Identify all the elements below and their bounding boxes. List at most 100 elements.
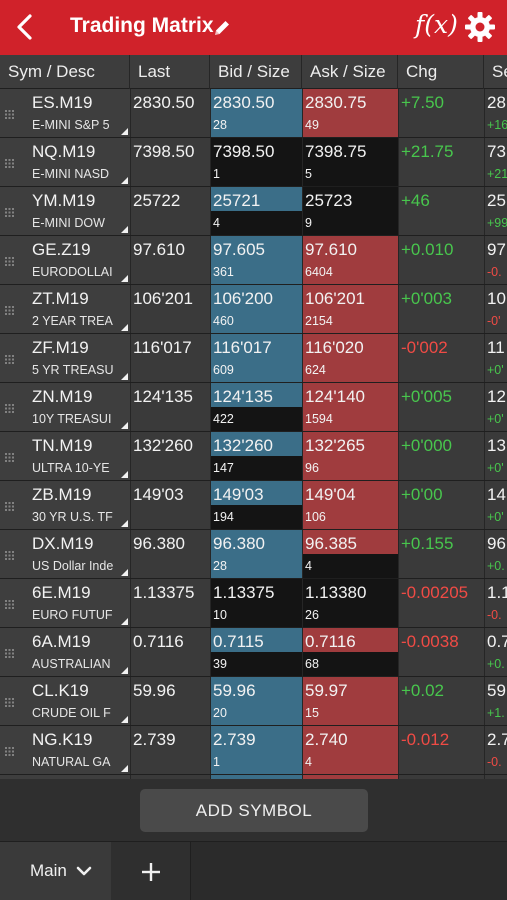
table-row[interactable]: ZN.M19 10Y TREASUI 124'135 124'135 422 124'14… <box>0 383 507 432</box>
bid-cell[interactable]: 106'200 460 <box>210 285 302 333</box>
column-chg[interactable]: Chg <box>398 55 484 89</box>
ask-cell[interactable]: 59.97 15 <box>302 677 398 725</box>
change-cell[interactable]: -0.012 <box>398 726 484 774</box>
ask-cell[interactable]: 149'04 106 <box>302 481 398 529</box>
last-cell[interactable]: 2830.50 <box>130 89 210 137</box>
symbol-cell[interactable]: GE.Z19 EURODOLLAI <box>0 236 130 284</box>
table-row[interactable]: CL.K19 CRUDE OIL F 59.96 59.96 20 59.97 15 +0.0… <box>0 677 507 726</box>
ask-cell[interactable]: 116'020 624 <box>302 334 398 382</box>
bid-cell[interactable] <box>210 775 302 779</box>
settle-cell[interactable]: 25 +99 <box>484 187 507 235</box>
bid-cell[interactable]: 116'017 609 <box>210 334 302 382</box>
settle-cell[interactable]: 28 +16 <box>484 89 507 137</box>
ask-cell[interactable]: 96.385 4 <box>302 530 398 578</box>
settle-cell[interactable]: 14 +0' <box>484 481 507 529</box>
drag-handle-icon[interactable] <box>5 551 14 560</box>
last-cell[interactable]: 149'03 <box>130 481 210 529</box>
last-cell[interactable]: 106'201 <box>130 285 210 333</box>
last-cell[interactable]: 132'260 <box>130 432 210 480</box>
symbol-cell[interactable]: YM.M19 E-MINI DOW <box>0 187 130 235</box>
settle-cell[interactable] <box>484 775 507 779</box>
ask-cell[interactable]: 97.610 6404 <box>302 236 398 284</box>
last-cell[interactable]: 7398.50 <box>130 138 210 186</box>
last-cell[interactable]: 0.7116 <box>130 628 210 676</box>
table-row[interactable]: ES.M19 E-MINI S&P 5 2830.50 2830.50 28 2830.7… <box>0 89 507 138</box>
table-row[interactable] <box>0 775 507 779</box>
bid-cell[interactable]: 97.605 361 <box>210 236 302 284</box>
change-cell[interactable]: +21.75 <box>398 138 484 186</box>
ask-cell[interactable]: 124'140 1594 <box>302 383 398 431</box>
settle-cell[interactable]: 1.1-0. <box>484 579 507 627</box>
bid-cell[interactable]: 149'03 194 <box>210 481 302 529</box>
change-cell[interactable]: -0'002 <box>398 334 484 382</box>
settle-cell[interactable]: 96 +0. <box>484 530 507 578</box>
symbol-cell[interactable]: DX.M19 US Dollar Inde <box>0 530 130 578</box>
ask-cell[interactable]: 132'265 96 <box>302 432 398 480</box>
gear-icon[interactable] <box>464 11 496 43</box>
symbol-cell[interactable]: TN.M19 ULTRA 10-YE <box>0 432 130 480</box>
bid-cell[interactable]: 25721 4 <box>210 187 302 235</box>
change-cell[interactable]: +0'003 <box>398 285 484 333</box>
table-row[interactable]: ZT.M19 2 YEAR TREA 106'201 106'200 460 106'20… <box>0 285 507 334</box>
settle-cell[interactable]: 13 +0' <box>484 432 507 480</box>
column-ask-size[interactable]: Ask / Size <box>302 55 398 89</box>
change-cell[interactable]: +0.155 <box>398 530 484 578</box>
bid-cell[interactable]: 132'260 147 <box>210 432 302 480</box>
last-cell[interactable]: 1.13375 <box>130 579 210 627</box>
last-cell[interactable]: 59.96 <box>130 677 210 725</box>
chevron-left-icon[interactable] <box>10 8 40 46</box>
fx-icon[interactable]: f(x) <box>415 10 458 39</box>
settle-cell[interactable]: 11 +0' <box>484 334 507 382</box>
drag-handle-icon[interactable] <box>5 453 14 462</box>
symbol-cell[interactable]: CL.K19 CRUDE OIL F <box>0 677 130 725</box>
table-row[interactable]: GE.Z19 EURODOLLAI 97.610 97.605 361 97.610 640… <box>0 236 507 285</box>
table-row[interactable]: TN.M19 ULTRA 10-YE 132'260 132'260 147 132'26… <box>0 432 507 481</box>
change-cell[interactable]: +46 <box>398 187 484 235</box>
table-row[interactable]: NQ.M19 E-MINI NASD 7398.50 7398.50 1 7398.75 5… <box>0 138 507 187</box>
change-cell[interactable]: +0.02 <box>398 677 484 725</box>
change-cell[interactable]: +0.010 <box>398 236 484 284</box>
add-tab-button[interactable] <box>111 842 191 900</box>
symbol-cell[interactable]: 6A.M19 AUSTRALIAN <box>0 628 130 676</box>
drag-handle-icon[interactable] <box>5 110 14 119</box>
column-settle[interactable]: Se <box>492 62 507 81</box>
chevron-down-icon[interactable] <box>76 863 92 879</box>
symbol-cell[interactable]: NQ.M19 E-MINI NASD <box>0 138 130 186</box>
table-row[interactable]: DX.M19 US Dollar Inde 96.380 96.380 28 96.385… <box>0 530 507 579</box>
settle-cell[interactable]: 2.7-0. <box>484 726 507 774</box>
drag-handle-icon[interactable] <box>5 159 14 168</box>
symbol-cell[interactable]: ZB.M19 30 YR U.S. TF <box>0 481 130 529</box>
symbol-cell[interactable]: ES.M19 E-MINI S&P 5 <box>0 89 130 137</box>
table-row[interactable]: 6A.M19 AUSTRALIAN 0.7116 0.7115 39 0.7116 68 -0… <box>0 628 507 677</box>
drag-handle-icon[interactable] <box>5 502 14 511</box>
last-cell[interactable]: 97.610 <box>130 236 210 284</box>
symbol-cell[interactable] <box>0 775 130 779</box>
ask-cell[interactable]: 25723 9 <box>302 187 398 235</box>
drag-handle-icon[interactable] <box>5 649 14 658</box>
settle-cell[interactable]: 12 +0' <box>484 383 507 431</box>
bid-cell[interactable]: 2.739 1 <box>210 726 302 774</box>
change-cell[interactable]: +7.50 <box>398 89 484 137</box>
symbol-cell[interactable]: 6E.M19 EURO FUTUF <box>0 579 130 627</box>
last-cell[interactable]: 25722 <box>130 187 210 235</box>
change-cell[interactable]: +0'00 <box>398 481 484 529</box>
settle-cell[interactable]: 73 +21 <box>484 138 507 186</box>
settle-cell[interactable]: 0.7+0. <box>484 628 507 676</box>
change-cell[interactable]: +0'005 <box>398 383 484 431</box>
ask-cell[interactable]: 7398.75 5 <box>302 138 398 186</box>
table-row[interactable]: ZF.M19 5 YR TREASU 116'017 116'017 609 116'02… <box>0 334 507 383</box>
column-bid-size[interactable]: Bid / Size <box>210 55 302 89</box>
table-row[interactable]: YM.M19 E-MINI DOW 25722 25721 4 25723 9 +46 25 +9… <box>0 187 507 236</box>
column-last[interactable]: Last <box>130 55 210 89</box>
settle-cell[interactable]: 97 -0. <box>484 236 507 284</box>
symbol-cell[interactable]: ZT.M19 2 YEAR TREA <box>0 285 130 333</box>
drag-handle-icon[interactable] <box>5 747 14 756</box>
drag-handle-icon[interactable] <box>5 306 14 315</box>
change-cell[interactable]: -0.00205 <box>398 579 484 627</box>
symbol-cell[interactable]: NG.K19 NATURAL GA <box>0 726 130 774</box>
ask-cell[interactable]: 2.740 4 <box>302 726 398 774</box>
last-cell[interactable]: 116'017 <box>130 334 210 382</box>
ask-cell[interactable] <box>302 775 398 779</box>
last-cell[interactable] <box>130 775 210 779</box>
bid-cell[interactable]: 0.7115 39 <box>210 628 302 676</box>
